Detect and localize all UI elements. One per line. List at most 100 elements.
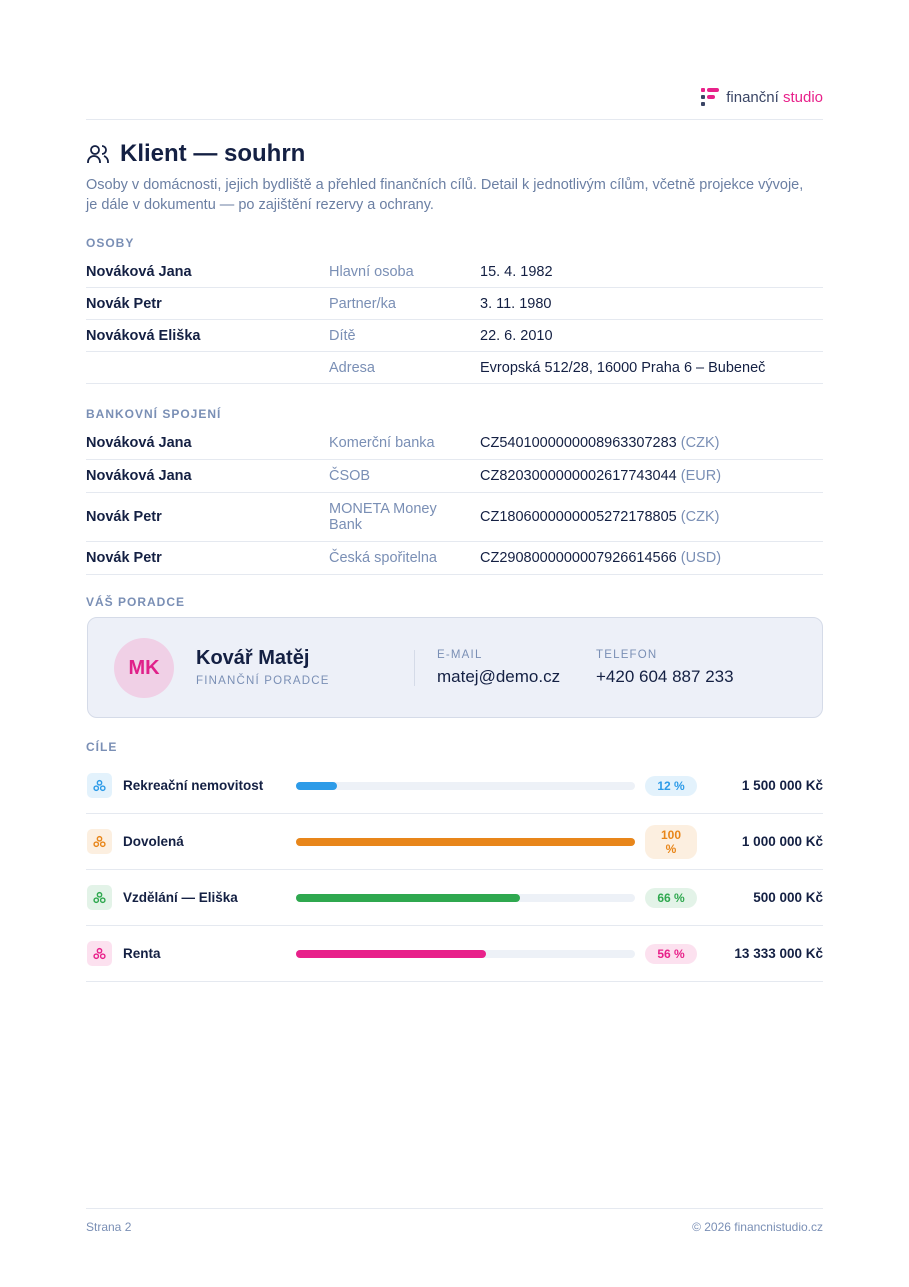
person-value: 22. 6. 2010 xyxy=(480,327,553,344)
person-row: Novák Petr Partner/ka 3. 11. 1980 xyxy=(86,288,823,320)
goal-icon xyxy=(87,773,112,798)
currency: (CZK) xyxy=(680,435,720,451)
account-holder: Novák Petr xyxy=(86,509,162,525)
iban: CZ2908000000007926614566 xyxy=(480,550,677,566)
divider xyxy=(86,119,823,120)
goal-row: Renta 56 % 13 333 000 Kč xyxy=(86,926,823,982)
goal-name: Renta xyxy=(123,946,161,961)
person-name: Novák Petr xyxy=(86,295,162,312)
bank-name: Česká spořitelna xyxy=(329,550,437,566)
person-value: 3. 11. 1980 xyxy=(480,295,552,312)
person-role: Partner/ka xyxy=(329,295,396,312)
goal-icon xyxy=(87,829,112,854)
account-holder: Nováková Jana xyxy=(86,435,192,451)
goal-icon xyxy=(87,941,112,966)
title-text: Klient — souhrn xyxy=(120,140,306,167)
bank-name: ČSOB xyxy=(329,468,371,484)
goal-row: Rekreační nemovitost 12 % 1 500 000 Kč xyxy=(86,758,823,814)
bank-name: MONETA Money Bank xyxy=(329,501,437,533)
account-holder: Novák Petr xyxy=(86,550,162,566)
person-name: Nováková Jana xyxy=(86,263,192,280)
advisor-name: Kovář Matěj xyxy=(196,647,310,669)
bank-row: Nováková Jana ČSOB CZ820300000000261774304… xyxy=(86,460,823,493)
progress-label: 100 % xyxy=(645,824,697,859)
icon xyxy=(93,835,106,848)
people-icon xyxy=(87,145,109,163)
phone-label: TELEFON xyxy=(596,649,658,661)
currency: (EUR) xyxy=(680,468,722,484)
progress-track xyxy=(296,781,635,790)
person-row: Adresa Evropská 512/28, 16000 Praha 6 – B… xyxy=(86,352,823,384)
progress-bar xyxy=(296,781,337,790)
progress-track xyxy=(296,837,635,846)
description: Osoby v domácnosti, jejich bydliště a př… xyxy=(86,177,804,213)
person-row: Nováková Jana Hlavní osoba 15. 4. 1982 xyxy=(86,256,823,288)
progress-track xyxy=(296,949,635,958)
iban: CZ8203000000002617743044 xyxy=(480,468,677,484)
goal-icon xyxy=(87,885,112,910)
advisor-role: FINANČNÍ PORADCE xyxy=(196,675,330,687)
bank-row: Novák Petr Česká spořitelna CZ290800000000… xyxy=(86,542,823,575)
progress-label: 12 % xyxy=(645,775,697,796)
goal-name: Vzdělání — Eliška xyxy=(123,890,238,905)
person-value: Evropská 512/28, 16000 Praha 6 – Bubeneč xyxy=(480,359,766,376)
section-heading: OSOBY xyxy=(86,236,135,250)
bank-row: Nováková Jana Komerční banka CZ54010000000… xyxy=(86,427,823,460)
section-heading: CÍLE xyxy=(86,740,118,754)
goal-name: Rekreační nemovitost xyxy=(123,778,264,793)
person-row: Nováková Eliška Dítě 22. 6. 2010 xyxy=(86,320,823,352)
icon xyxy=(93,779,106,792)
iban: CZ5401000000008963307283 xyxy=(480,435,677,451)
goal-amount: 1 500 000 Kč xyxy=(741,778,823,793)
account: CZ2908000000007926614566 (USD) xyxy=(480,550,823,566)
persons-table: Nováková Jana Hlavní osoba 15. 4. 1982 Nová… xyxy=(86,256,823,384)
person-role: Dítě xyxy=(329,327,356,344)
section-heading: VÁŠ PORADCE xyxy=(86,595,186,609)
progress-bar xyxy=(296,949,486,958)
avatar: MK xyxy=(114,638,174,698)
bank-name: Komerční banka xyxy=(329,435,435,451)
advisor-card: MK Kovář Matěj FINANČNÍ PORADCE E-MAIL m… xyxy=(87,617,823,718)
goal-row: Vzdělání — Eliška 66 % 500 000 Kč xyxy=(86,870,823,926)
phone: +420 604 887 233 xyxy=(596,667,734,686)
goal-name: Dovolená xyxy=(123,834,184,849)
account: CZ8203000000002617743044 (EUR) xyxy=(480,468,823,484)
logo: finanční studio xyxy=(700,87,823,107)
account-holder: Nováková Jana xyxy=(86,468,192,484)
currency: (USD) xyxy=(680,550,722,566)
person-name: Nováková Eliška xyxy=(86,327,201,344)
person-role: Hlavní osoba xyxy=(329,263,414,280)
currency: (CZK) xyxy=(680,509,720,525)
goal-amount: 13 333 000 Kč xyxy=(734,946,823,961)
progress-label: 66 % xyxy=(645,887,697,908)
logo-icon xyxy=(701,88,720,106)
bank-row: Novák Petr MONETA Money Bank CZ18060000000… xyxy=(86,493,823,542)
section-heading: BANKOVNÍ SPOJENÍ xyxy=(86,407,222,421)
email-label: E-MAIL xyxy=(437,649,483,661)
account: CZ1806000000005272178805 (CZK) xyxy=(480,509,823,525)
divider xyxy=(414,650,415,686)
bank-table: Nováková Jana Komerční banka CZ54010000000… xyxy=(86,427,823,575)
divider xyxy=(86,1208,823,1209)
goal-amount: 1 000 000 Kč xyxy=(741,834,823,849)
icon xyxy=(93,891,106,904)
goal-row: Dovolená 100 % 1 000 000 Kč xyxy=(86,814,823,870)
person-value: 15. 4. 1982 xyxy=(480,263,553,280)
title: Klient — souhrn xyxy=(86,140,305,168)
goal-amount: 500 000 Kč xyxy=(753,890,823,905)
iban: CZ1806000000005272178805 xyxy=(480,509,677,525)
progress-bar xyxy=(296,837,635,846)
email: matej@demo.cz xyxy=(437,667,561,686)
progress-bar xyxy=(296,893,520,902)
goals-list: Rekreační nemovitost 12 % 1 500 000 Kč Dovo… xyxy=(86,758,823,982)
person-role: Adresa xyxy=(329,359,375,376)
progress-track xyxy=(296,893,635,902)
account: CZ5401000000008963307283 (CZK) xyxy=(480,435,823,451)
icon xyxy=(93,947,106,960)
logo-text: studio xyxy=(782,88,823,106)
copyright: © 2026 financnistudio.cz xyxy=(692,1220,823,1234)
logo-text: finanční xyxy=(726,88,779,106)
progress-label: 56 % xyxy=(645,943,697,964)
page-number: Strana 2 xyxy=(86,1220,132,1234)
